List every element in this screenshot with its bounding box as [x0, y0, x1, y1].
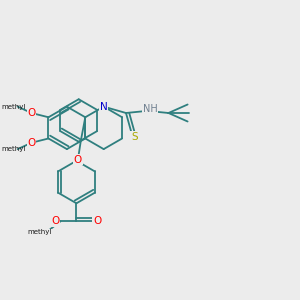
Text: methyl: methyl	[1, 103, 26, 109]
Text: O: O	[52, 216, 60, 226]
Text: methyl: methyl	[1, 146, 26, 152]
Text: O: O	[74, 155, 82, 165]
Text: N: N	[100, 102, 108, 112]
Text: NH: NH	[142, 104, 157, 114]
Text: S: S	[131, 131, 138, 142]
Text: methyl: methyl	[27, 229, 52, 235]
Text: O: O	[27, 138, 36, 148]
Text: O: O	[93, 216, 101, 226]
Text: O: O	[27, 108, 36, 118]
